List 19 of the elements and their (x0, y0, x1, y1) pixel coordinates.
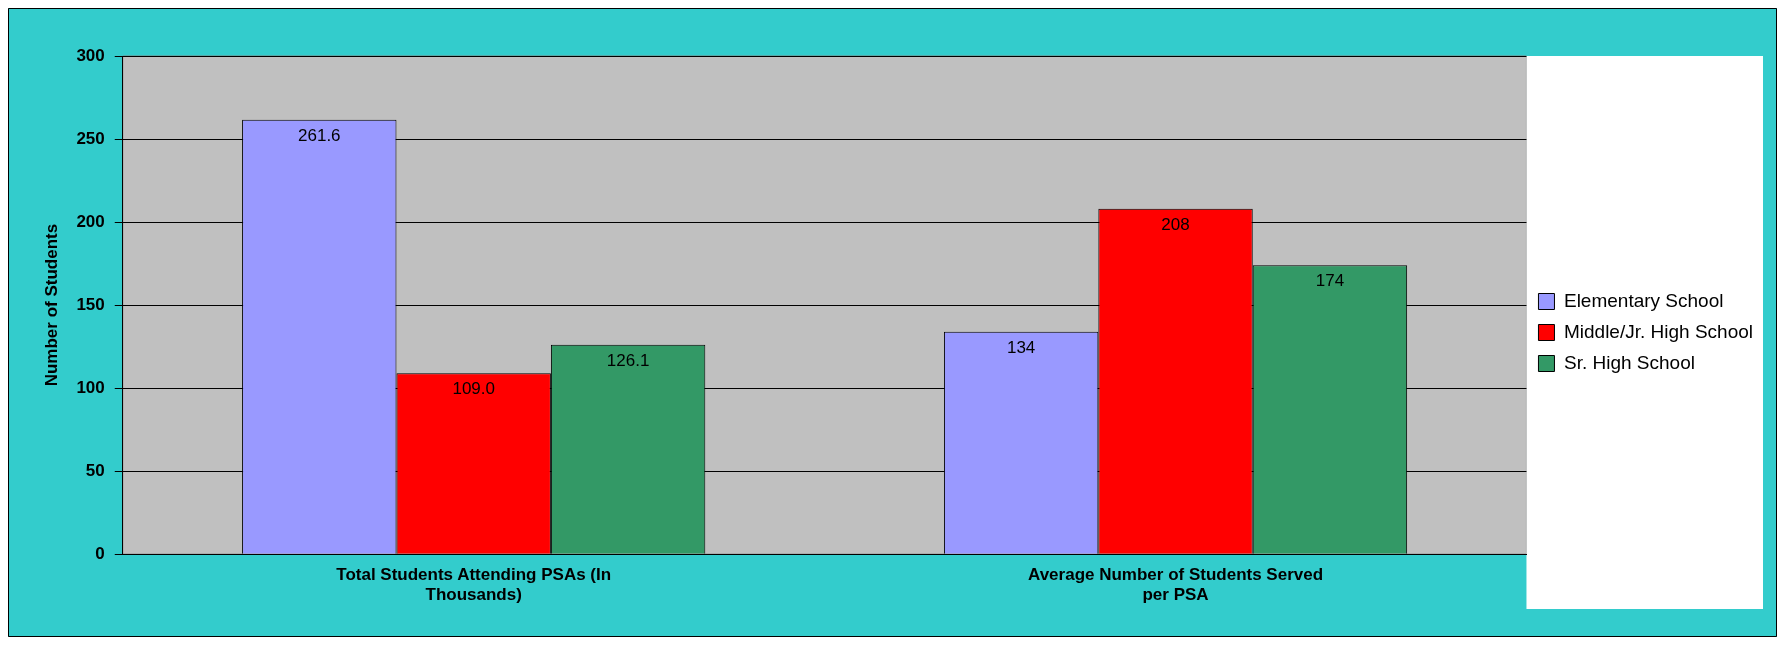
y-tick-label: 150 (76, 294, 105, 314)
data-label: 126.1 (606, 350, 650, 370)
y-tick-label: 0 (95, 543, 105, 563)
legend-label: Sr. High School (1563, 351, 1695, 373)
data-label: 174 (1315, 271, 1345, 291)
y-tick-label: 300 (76, 45, 105, 65)
x-tick-label: Average Number of Students Served per PSA (1028, 565, 1324, 605)
y-tick-label: 200 (76, 211, 105, 231)
y-tick-label: 100 (76, 377, 105, 397)
data-label: 261.6 (298, 125, 341, 145)
x-tick-label: Total Students Attending PSAs (In Thousands) (336, 565, 612, 605)
legend-label: Middle/Jr. High School (1563, 320, 1754, 342)
y-tick-label: 50 (85, 460, 105, 480)
data-label: 208 (1161, 214, 1190, 234)
y-tick-label: 250 (76, 128, 105, 148)
y-axis-title: Number of Students (41, 223, 61, 387)
data-label: 134 (1006, 337, 1036, 357)
legend-label: Elementary School (1563, 289, 1724, 311)
data-label: 109.0 (452, 379, 495, 399)
